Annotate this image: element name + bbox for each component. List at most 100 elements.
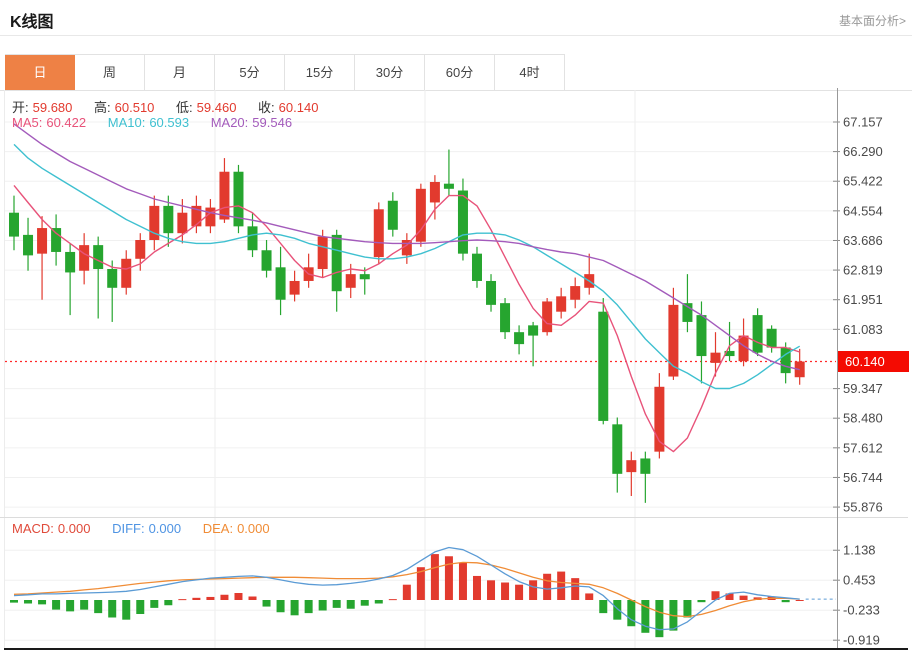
macd-bar bbox=[234, 593, 243, 600]
macd-bar bbox=[557, 571, 566, 600]
candle-body bbox=[303, 267, 314, 281]
macd-bar bbox=[94, 600, 103, 614]
low-label: 低: bbox=[176, 100, 193, 115]
macd-bar bbox=[290, 600, 299, 616]
macd-bar bbox=[458, 562, 467, 600]
candle-body bbox=[135, 240, 146, 259]
macd-bar bbox=[711, 591, 720, 600]
macd-label: MACD: bbox=[12, 521, 54, 536]
tab-15min[interactable]: 15分 bbox=[285, 55, 355, 91]
macd-bar bbox=[739, 595, 748, 600]
macd-bar bbox=[613, 600, 622, 620]
candle-body bbox=[542, 301, 553, 333]
candle-body bbox=[191, 205, 202, 227]
macd-bar bbox=[52, 600, 61, 610]
tab-60min[interactable]: 60分 bbox=[425, 55, 495, 91]
macd-bar bbox=[178, 599, 187, 601]
diff-value: 0.000 bbox=[148, 521, 182, 536]
candle-body bbox=[121, 258, 132, 288]
ma5-label: MA5: bbox=[12, 115, 43, 130]
macd-row: MACD: 0.000 DIFF: 0.000 DEA: 0.000 bbox=[12, 521, 274, 536]
ma5-value: 60.422 bbox=[46, 115, 87, 130]
macd-bar bbox=[472, 575, 481, 600]
macd-bar bbox=[262, 600, 271, 607]
macd-bar bbox=[655, 600, 664, 638]
header-divider bbox=[0, 35, 912, 36]
macd-bar bbox=[599, 600, 608, 614]
high-value: 60.510 bbox=[114, 100, 155, 115]
tab-5min[interactable]: 5分 bbox=[215, 55, 285, 91]
tab-week[interactable]: 周 bbox=[75, 55, 145, 91]
candle-body bbox=[317, 236, 328, 270]
macd-bar bbox=[220, 594, 229, 600]
candle-body bbox=[345, 274, 356, 288]
macd-bar bbox=[781, 600, 790, 603]
macd-bar bbox=[501, 582, 510, 600]
diff-line bbox=[13, 546, 800, 631]
candle-body bbox=[556, 296, 567, 312]
ma20-line bbox=[13, 123, 800, 371]
main-tick-label: 59.347 bbox=[843, 381, 883, 396]
macd-bar bbox=[304, 600, 313, 614]
diff-label: DIFF: bbox=[112, 521, 145, 536]
tab-30min[interactable]: 30分 bbox=[355, 55, 425, 91]
open-value: 59.680 bbox=[32, 100, 73, 115]
candle-body bbox=[486, 280, 497, 305]
macd-bar bbox=[276, 600, 285, 613]
macd-bar bbox=[122, 600, 131, 620]
candle-body bbox=[289, 280, 300, 295]
main-tick-label: 66.290 bbox=[843, 144, 883, 159]
main-tick-label: 57.612 bbox=[843, 440, 883, 455]
macd-bar bbox=[80, 600, 89, 610]
candle-body bbox=[149, 205, 160, 241]
ma10-value: 60.593 bbox=[149, 115, 190, 130]
macd-bar bbox=[529, 580, 538, 600]
tab-month[interactable]: 月 bbox=[145, 55, 215, 91]
macd-bar bbox=[571, 578, 580, 600]
candle-body bbox=[415, 188, 426, 242]
candle-body bbox=[640, 458, 651, 474]
candle-body bbox=[331, 234, 342, 292]
ma10-label: MA10: bbox=[107, 115, 146, 130]
macd-tick-label: 1.138 bbox=[843, 543, 876, 558]
candle-body bbox=[233, 171, 244, 227]
macd-bar bbox=[192, 597, 201, 600]
candle-body bbox=[219, 171, 230, 220]
dea-value: 0.000 bbox=[237, 521, 270, 536]
tab-day[interactable]: 日 bbox=[5, 55, 75, 91]
candle-body bbox=[107, 269, 118, 288]
macd-bar bbox=[543, 573, 552, 600]
candle-body bbox=[471, 253, 482, 281]
macd-bar bbox=[683, 600, 692, 618]
candle-body bbox=[724, 350, 735, 357]
current-price-badge: 60.140 bbox=[838, 351, 909, 372]
candle-body bbox=[387, 200, 398, 230]
candle-body bbox=[65, 251, 76, 273]
candle-body bbox=[598, 311, 609, 421]
macd-bar bbox=[360, 600, 369, 606]
candle-body bbox=[23, 234, 34, 256]
main-tick-label: 61.951 bbox=[843, 292, 883, 307]
candle-body bbox=[359, 274, 370, 280]
candle-body bbox=[401, 240, 412, 256]
candle-body bbox=[570, 286, 581, 300]
ma5-line bbox=[13, 184, 800, 453]
tab-4hour[interactable]: 4时 bbox=[495, 55, 565, 91]
macd-bar bbox=[10, 600, 18, 603]
macd-bar bbox=[206, 596, 215, 600]
macd-tick-label: -0.919 bbox=[843, 633, 880, 648]
candle-body bbox=[247, 226, 258, 251]
macd-bar bbox=[388, 599, 397, 601]
period-tabbar: 日 周 月 5分 15分 30分 60分 4时 bbox=[5, 54, 565, 91]
main-tick-label: 64.554 bbox=[843, 203, 883, 218]
main-tick-label: 67.157 bbox=[843, 115, 883, 130]
macd-bar bbox=[725, 593, 734, 600]
candle-body bbox=[37, 228, 48, 254]
candle-body bbox=[457, 190, 468, 254]
fundamental-analysis-link[interactable]: 基本面分析> bbox=[838, 14, 906, 28]
candle-body bbox=[780, 347, 791, 374]
main-tick-label: 55.876 bbox=[843, 500, 883, 515]
low-value: 59.460 bbox=[196, 100, 237, 115]
macd-bar bbox=[444, 556, 453, 600]
